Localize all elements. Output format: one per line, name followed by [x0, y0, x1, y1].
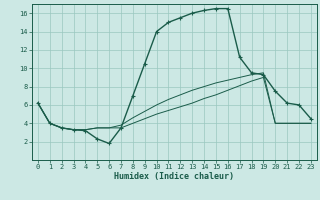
- X-axis label: Humidex (Indice chaleur): Humidex (Indice chaleur): [115, 172, 234, 181]
